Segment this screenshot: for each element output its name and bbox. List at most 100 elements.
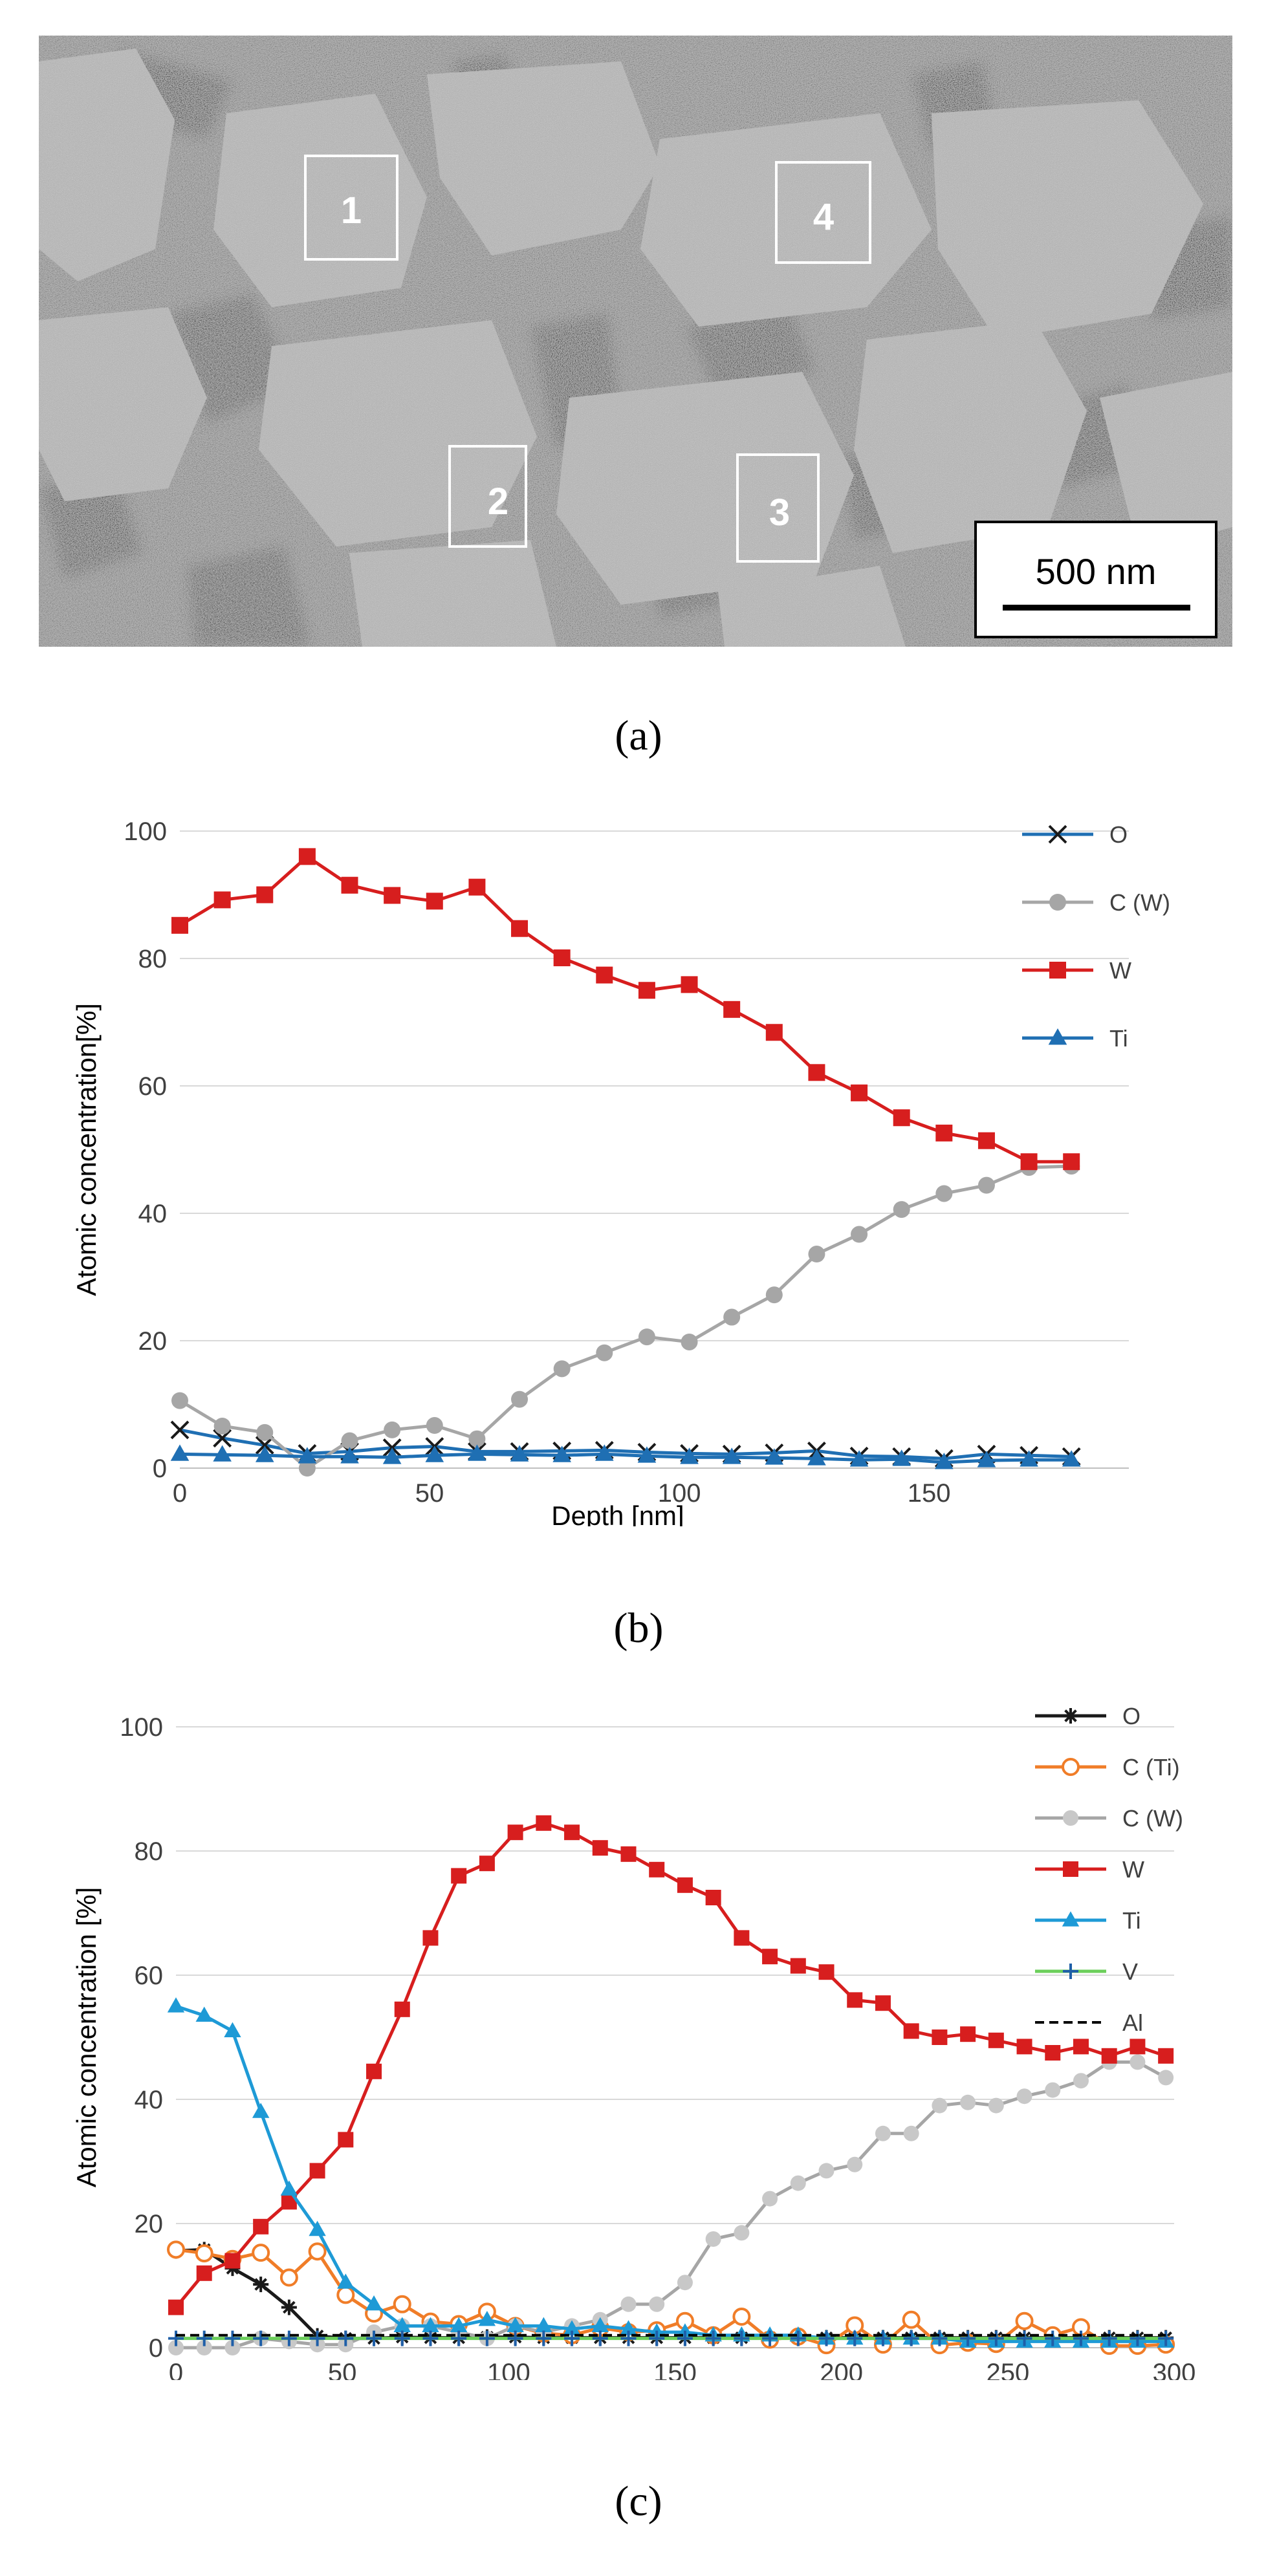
chart-c-series-ti-point bbox=[365, 2295, 383, 2311]
chart-b-series-c-w-point bbox=[977, 1176, 995, 1194]
chart-c-series-ti-point bbox=[309, 2220, 326, 2236]
chart-c-legend-item-w: W bbox=[1035, 1856, 1144, 1883]
chart-c-series-v-point bbox=[960, 2330, 976, 2346]
chart-c-series-c-ti-point bbox=[279, 2268, 298, 2287]
chart-c-series-c-ti-point bbox=[252, 2244, 270, 2262]
caption-a: (a) bbox=[615, 712, 662, 759]
chart-b-series-w-point bbox=[977, 1132, 995, 1149]
chart-b-series-w-point bbox=[384, 887, 401, 904]
chart-b-series-w-point bbox=[213, 891, 231, 909]
chart-b-legend-item-o: O bbox=[1022, 821, 1128, 848]
chart-c-series-c-ti-point bbox=[902, 2310, 921, 2329]
chart-c-series-v-point bbox=[1016, 2330, 1032, 2346]
chart-c: 020406080100050100150200250300Depth [nm]… bbox=[71, 1703, 1196, 2380]
chart-b-series-ti-point bbox=[765, 1448, 784, 1465]
chart-b-legend-marker bbox=[1049, 894, 1066, 911]
chart-c-series-c-w-point bbox=[903, 2125, 919, 2141]
chart-c-series-v-point bbox=[705, 2330, 721, 2346]
chart-c-series-v-point bbox=[677, 2330, 693, 2346]
chart-b-series-c-w-point bbox=[511, 1391, 529, 1408]
chart-c-series-v-point bbox=[988, 2330, 1004, 2346]
chart-c-series-v-point bbox=[309, 2330, 325, 2346]
chart-b-series-c-w-point bbox=[171, 1392, 188, 1409]
chart-c-series-v-point bbox=[1158, 2330, 1174, 2346]
chart-b-series-w-point bbox=[893, 1109, 910, 1127]
chart-c-series-v-point bbox=[1073, 2330, 1089, 2346]
chart-b-series-ti-line bbox=[179, 1452, 1072, 1464]
chart-c-legend-label: Al bbox=[1122, 2009, 1143, 2036]
chart-c-y-tick-label: 40 bbox=[135, 2086, 164, 2114]
chart-b-legend-item-c-w: C (W) bbox=[1022, 889, 1170, 916]
chart-c-x-tick-label: 0 bbox=[169, 2359, 183, 2380]
chart-c-series-v-point bbox=[422, 2330, 439, 2346]
chart-c-series-c-ti-point bbox=[336, 2286, 355, 2304]
chart-b-series-ti-point bbox=[680, 1447, 699, 1464]
chart-c-series-c-w-point bbox=[988, 2097, 1004, 2114]
chart-b-series-ti-point bbox=[637, 1446, 657, 1463]
chart-c-series-w-point bbox=[1073, 2039, 1089, 2055]
chart-b-y-tick-label: 20 bbox=[138, 1327, 168, 1356]
chart-b-series-w-point bbox=[1020, 1153, 1038, 1171]
chart-c-series-v-point bbox=[847, 2330, 863, 2346]
chart-b-series-c-w-line bbox=[179, 1164, 1072, 1471]
chart-c-series-w-point bbox=[338, 2132, 354, 2148]
chart-b-series-c-w-point bbox=[851, 1226, 868, 1243]
chart-c-series-w-point bbox=[677, 1877, 693, 1893]
chart-b-y-tick-label: 100 bbox=[124, 817, 167, 846]
chart-b-series-c-w-point bbox=[213, 1417, 231, 1434]
region-box-1: 1 bbox=[304, 155, 398, 261]
chart-c-series-v-point bbox=[734, 2330, 750, 2346]
chart-b-series-ti-point bbox=[213, 1445, 232, 1462]
chart-c-series-ti-point bbox=[563, 2320, 581, 2335]
chart-c-series-ti-point bbox=[450, 2317, 468, 2332]
chart-c-series-c-w-point bbox=[734, 2225, 750, 2241]
chart-c-series-ti-point bbox=[591, 2317, 609, 2332]
chart-b-y-tick-label: 40 bbox=[138, 1200, 168, 1228]
chart-b-y-tick-label: 0 bbox=[153, 1455, 167, 1483]
chart-b-series-ti bbox=[170, 1444, 1081, 1469]
chart-b-series-c-w-point bbox=[426, 1417, 443, 1434]
chart-b-series-ti-point bbox=[425, 1445, 444, 1462]
chart-b-x-tick-label: 50 bbox=[415, 1479, 444, 1508]
chart-b-legend-item-ti: Ti bbox=[1022, 1025, 1128, 1052]
chart-c-x-tick-label: 300 bbox=[1153, 2359, 1196, 2380]
chart-c-series-c-w-point bbox=[1073, 2073, 1089, 2089]
chart-c-series-c-w-point bbox=[224, 2340, 241, 2355]
chart-b-series-w-point bbox=[638, 982, 655, 999]
chart-b-x-axis-title: Depth [nm] bbox=[551, 1500, 684, 1526]
chart-c-series-v-point bbox=[281, 2330, 297, 2346]
chart-c-series-w-point bbox=[988, 2032, 1004, 2048]
chart-c-series-w-point bbox=[903, 2023, 919, 2039]
chart-c-series-w-point bbox=[422, 1930, 439, 1946]
chart-b-series-w bbox=[171, 848, 1080, 1171]
chart-b-series-ti-point bbox=[977, 1451, 996, 1467]
chart-c-series-w-point bbox=[932, 2029, 948, 2045]
chart-c-y-tick-label: 100 bbox=[120, 1713, 163, 1742]
chart-b-series-c-w-point bbox=[808, 1246, 825, 1263]
chart-c-series-w-point bbox=[507, 1824, 523, 1841]
chart-c-x-tick-label: 250 bbox=[986, 2359, 1029, 2380]
chart-c-series-w-point bbox=[196, 2265, 212, 2281]
chart-b-series-c-w-point bbox=[765, 1286, 783, 1304]
chart-c-series-c-w-point bbox=[847, 2156, 863, 2172]
chart-c-series-c-w-line bbox=[176, 2060, 1167, 2350]
chart-b-series-c-w-point bbox=[341, 1432, 358, 1449]
chart-c-series-c-ti-point bbox=[393, 2295, 411, 2313]
chart-c-series-w-point bbox=[620, 1846, 637, 1862]
chart-b-series-w-point bbox=[808, 1064, 825, 1081]
chart-b-series-w-point bbox=[723, 1001, 741, 1018]
chart-c-series-w-point bbox=[592, 1840, 608, 1856]
chart-c-series-ti-point bbox=[224, 2022, 241, 2037]
chart-c-series-c-ti-point bbox=[1015, 2311, 1034, 2330]
chart-c-series-v-point bbox=[592, 2330, 608, 2346]
chart-b-series-c-w-point bbox=[723, 1308, 741, 1326]
chart-b-series-ti-point bbox=[170, 1444, 190, 1461]
chart-c-series-c-w-point bbox=[1016, 2088, 1032, 2105]
chart-c-series-v-point bbox=[903, 2330, 919, 2346]
chart-c-series-ti-point bbox=[393, 2317, 411, 2332]
chart-c-x-tick-label: 150 bbox=[653, 2359, 697, 2380]
chart-c-series-w-point bbox=[536, 1815, 552, 1831]
chart-c-series-v bbox=[168, 2330, 1174, 2346]
chart-c-legend-marker bbox=[1063, 1810, 1078, 1826]
chart-b-series-w-point bbox=[851, 1084, 868, 1101]
